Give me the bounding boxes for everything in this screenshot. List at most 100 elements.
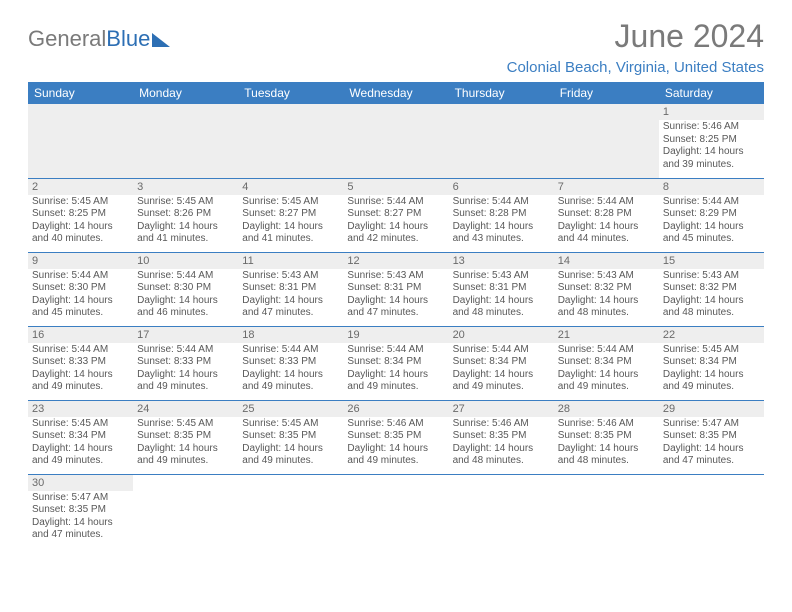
calendar-cell-empty (28, 104, 133, 178)
calendar-cell-empty (554, 474, 659, 548)
day-number: 2 (28, 179, 133, 195)
calendar-cell-empty (238, 474, 343, 548)
title-block: June 2024 Colonial Beach, Virginia, Unit… (507, 18, 764, 76)
day-number: 30 (28, 475, 133, 491)
day-details: Sunrise: 5:45 AMSunset: 8:25 PMDaylight:… (28, 195, 133, 248)
weekday-row: SundayMondayTuesdayWednesdayThursdayFrid… (28, 82, 764, 104)
day-details: Sunrise: 5:43 AMSunset: 8:31 PMDaylight:… (343, 269, 448, 322)
day-details: Sunrise: 5:45 AMSunset: 8:26 PMDaylight:… (133, 195, 238, 248)
weekday-header: Tuesday (238, 82, 343, 104)
calendar-cell-empty (449, 474, 554, 548)
weekday-header: Saturday (659, 82, 764, 104)
day-number: 5 (343, 179, 448, 195)
day-number: 8 (659, 179, 764, 195)
calendar-cell: 26Sunrise: 5:46 AMSunset: 8:35 PMDayligh… (343, 400, 448, 474)
day-number: 10 (133, 253, 238, 269)
calendar-cell: 16Sunrise: 5:44 AMSunset: 8:33 PMDayligh… (28, 326, 133, 400)
calendar-cell: 27Sunrise: 5:46 AMSunset: 8:35 PMDayligh… (449, 400, 554, 474)
calendar-cell: 28Sunrise: 5:46 AMSunset: 8:35 PMDayligh… (554, 400, 659, 474)
day-number: 21 (554, 327, 659, 343)
calendar-cell: 29Sunrise: 5:47 AMSunset: 8:35 PMDayligh… (659, 400, 764, 474)
location: Colonial Beach, Virginia, United States (507, 59, 764, 76)
day-details: Sunrise: 5:43 AMSunset: 8:32 PMDaylight:… (659, 269, 764, 322)
day-number: 11 (238, 253, 343, 269)
weekday-header: Monday (133, 82, 238, 104)
sail-icon (152, 33, 170, 47)
logo-text-gray: General (28, 26, 106, 52)
day-details: Sunrise: 5:43 AMSunset: 8:32 PMDaylight:… (554, 269, 659, 322)
day-details: Sunrise: 5:44 AMSunset: 8:34 PMDaylight:… (449, 343, 554, 396)
calendar-cell: 19Sunrise: 5:44 AMSunset: 8:34 PMDayligh… (343, 326, 448, 400)
day-details: Sunrise: 5:44 AMSunset: 8:33 PMDaylight:… (133, 343, 238, 396)
calendar-row: 1Sunrise: 5:46 AMSunset: 8:25 PMDaylight… (28, 104, 764, 178)
day-number: 25 (238, 401, 343, 417)
calendar-cell: 1Sunrise: 5:46 AMSunset: 8:25 PMDaylight… (659, 104, 764, 178)
day-details: Sunrise: 5:45 AMSunset: 8:35 PMDaylight:… (238, 417, 343, 470)
day-number: 16 (28, 327, 133, 343)
calendar-row: 23Sunrise: 5:45 AMSunset: 8:34 PMDayligh… (28, 400, 764, 474)
calendar-cell: 20Sunrise: 5:44 AMSunset: 8:34 PMDayligh… (449, 326, 554, 400)
calendar-row: 16Sunrise: 5:44 AMSunset: 8:33 PMDayligh… (28, 326, 764, 400)
calendar-cell-empty (449, 104, 554, 178)
day-details: Sunrise: 5:44 AMSunset: 8:28 PMDaylight:… (449, 195, 554, 248)
weekday-header: Friday (554, 82, 659, 104)
calendar-cell: 22Sunrise: 5:45 AMSunset: 8:34 PMDayligh… (659, 326, 764, 400)
day-details: Sunrise: 5:44 AMSunset: 8:30 PMDaylight:… (28, 269, 133, 322)
day-number: 27 (449, 401, 554, 417)
day-number: 9 (28, 253, 133, 269)
weekday-header: Sunday (28, 82, 133, 104)
logo-text-blue: Blue (106, 26, 150, 52)
calendar-cell: 8Sunrise: 5:44 AMSunset: 8:29 PMDaylight… (659, 178, 764, 252)
calendar-cell: 13Sunrise: 5:43 AMSunset: 8:31 PMDayligh… (449, 252, 554, 326)
calendar-cell: 21Sunrise: 5:44 AMSunset: 8:34 PMDayligh… (554, 326, 659, 400)
day-details: Sunrise: 5:46 AMSunset: 8:25 PMDaylight:… (659, 120, 764, 173)
day-details: Sunrise: 5:44 AMSunset: 8:30 PMDaylight:… (133, 269, 238, 322)
page: GeneralBlue June 2024 Colonial Beach, Vi… (0, 0, 792, 548)
day-details: Sunrise: 5:44 AMSunset: 8:34 PMDaylight:… (343, 343, 448, 396)
header: GeneralBlue June 2024 Colonial Beach, Vi… (28, 18, 764, 76)
calendar-row: 9Sunrise: 5:44 AMSunset: 8:30 PMDaylight… (28, 252, 764, 326)
day-number: 12 (343, 253, 448, 269)
day-details: Sunrise: 5:44 AMSunset: 8:28 PMDaylight:… (554, 195, 659, 248)
day-number: 23 (28, 401, 133, 417)
calendar-cell: 10Sunrise: 5:44 AMSunset: 8:30 PMDayligh… (133, 252, 238, 326)
day-number: 26 (343, 401, 448, 417)
calendar-cell: 17Sunrise: 5:44 AMSunset: 8:33 PMDayligh… (133, 326, 238, 400)
calendar-cell: 25Sunrise: 5:45 AMSunset: 8:35 PMDayligh… (238, 400, 343, 474)
calendar-table: SundayMondayTuesdayWednesdayThursdayFrid… (28, 82, 764, 548)
calendar-cell-empty (343, 474, 448, 548)
calendar-cell: 5Sunrise: 5:44 AMSunset: 8:27 PMDaylight… (343, 178, 448, 252)
calendar-cell: 2Sunrise: 5:45 AMSunset: 8:25 PMDaylight… (28, 178, 133, 252)
calendar-cell-empty (238, 104, 343, 178)
calendar-cell: 12Sunrise: 5:43 AMSunset: 8:31 PMDayligh… (343, 252, 448, 326)
calendar-cell: 7Sunrise: 5:44 AMSunset: 8:28 PMDaylight… (554, 178, 659, 252)
day-number: 24 (133, 401, 238, 417)
calendar-body: 1Sunrise: 5:46 AMSunset: 8:25 PMDaylight… (28, 104, 764, 548)
calendar-cell-empty (659, 474, 764, 548)
calendar-head: SundayMondayTuesdayWednesdayThursdayFrid… (28, 82, 764, 104)
day-details: Sunrise: 5:44 AMSunset: 8:33 PMDaylight:… (238, 343, 343, 396)
day-details: Sunrise: 5:44 AMSunset: 8:33 PMDaylight:… (28, 343, 133, 396)
calendar-cell: 11Sunrise: 5:43 AMSunset: 8:31 PMDayligh… (238, 252, 343, 326)
day-details: Sunrise: 5:45 AMSunset: 8:34 PMDaylight:… (28, 417, 133, 470)
calendar-cell-empty (133, 104, 238, 178)
day-number: 1 (659, 104, 764, 120)
calendar-cell: 14Sunrise: 5:43 AMSunset: 8:32 PMDayligh… (554, 252, 659, 326)
calendar-cell: 6Sunrise: 5:44 AMSunset: 8:28 PMDaylight… (449, 178, 554, 252)
month-title: June 2024 (507, 18, 764, 55)
day-details: Sunrise: 5:47 AMSunset: 8:35 PMDaylight:… (28, 491, 133, 544)
calendar-cell: 4Sunrise: 5:45 AMSunset: 8:27 PMDaylight… (238, 178, 343, 252)
day-details: Sunrise: 5:45 AMSunset: 8:27 PMDaylight:… (238, 195, 343, 248)
day-number: 6 (449, 179, 554, 195)
calendar-cell: 18Sunrise: 5:44 AMSunset: 8:33 PMDayligh… (238, 326, 343, 400)
day-number: 4 (238, 179, 343, 195)
day-number: 28 (554, 401, 659, 417)
day-details: Sunrise: 5:46 AMSunset: 8:35 PMDaylight:… (449, 417, 554, 470)
day-details: Sunrise: 5:45 AMSunset: 8:35 PMDaylight:… (133, 417, 238, 470)
logo: GeneralBlue (28, 26, 170, 52)
day-number: 22 (659, 327, 764, 343)
day-number: 14 (554, 253, 659, 269)
calendar-cell: 15Sunrise: 5:43 AMSunset: 8:32 PMDayligh… (659, 252, 764, 326)
day-details: Sunrise: 5:45 AMSunset: 8:34 PMDaylight:… (659, 343, 764, 396)
day-number: 20 (449, 327, 554, 343)
